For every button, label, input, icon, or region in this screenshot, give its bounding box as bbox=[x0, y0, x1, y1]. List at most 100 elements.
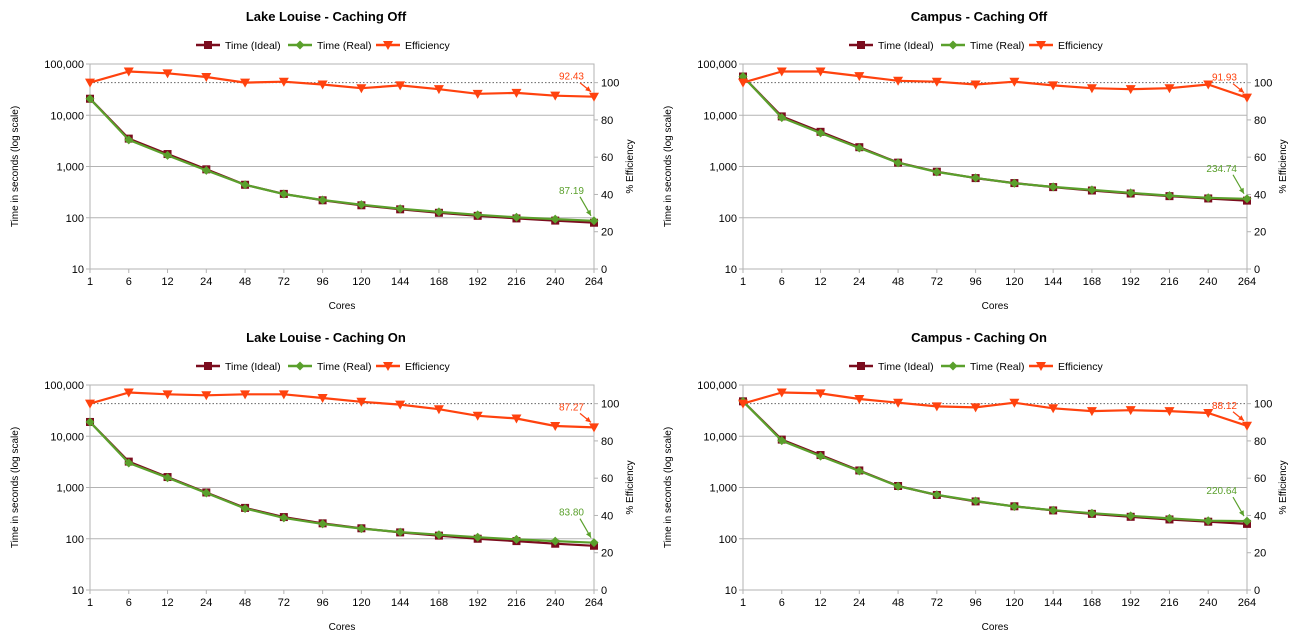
chart4-ytick-label-4: 100,000 bbox=[697, 380, 737, 392]
chart1-series-line-time-real bbox=[89, 97, 595, 222]
chart3-xtick-label-11: 216 bbox=[507, 597, 525, 609]
chart1-xtick-label-10: 192 bbox=[469, 276, 487, 288]
chart4-xtick-label-4: 48 bbox=[892, 597, 904, 609]
chart3-annotation-efficiency: 87.27 bbox=[559, 402, 584, 413]
chart4-point-efficiency-96 bbox=[970, 403, 981, 413]
chart3-y2tick-label-2: 40 bbox=[601, 510, 613, 522]
chart1-point-time-real-72 bbox=[279, 189, 289, 199]
chart3-ytick-label-3: 10,000 bbox=[50, 431, 84, 443]
chart2-y-axis-label: Time in seconds (log scale) bbox=[663, 106, 674, 227]
chart3-legend-label-time-ideal: Time (Ideal) bbox=[225, 361, 281, 373]
chart2-point-time-real-144 bbox=[1048, 182, 1058, 192]
chart3-xtick-label-2: 12 bbox=[161, 597, 173, 609]
chart1-point-time-real-96 bbox=[318, 195, 328, 205]
chart1-xtick-label-12: 240 bbox=[546, 276, 564, 288]
chart3-legend-marker-time-real bbox=[295, 361, 305, 371]
chart4-y2tick-label-0: 0 bbox=[1254, 585, 1260, 597]
chart3-point-time-real-216 bbox=[511, 534, 521, 544]
chart2-point-efficiency-12 bbox=[815, 67, 826, 77]
chart3-xtick-label-7: 120 bbox=[352, 597, 370, 609]
chart4-ytick-label-3: 10,000 bbox=[703, 431, 737, 443]
chart3-ytick-label-0: 10 bbox=[72, 585, 84, 597]
chart1-point-time-real-192 bbox=[473, 210, 483, 220]
chart1-point-efficiency-120 bbox=[356, 84, 367, 94]
chart4-point-efficiency-1 bbox=[738, 399, 748, 409]
chart3-xtick-label-0: 1 bbox=[87, 597, 93, 609]
chart4-xtick-label-8: 144 bbox=[1044, 597, 1062, 609]
chart1-ytick-label-1: 100 bbox=[66, 213, 84, 225]
chart2-point-time-real-264 bbox=[1242, 194, 1252, 204]
chart4-ytick-label-1: 100 bbox=[719, 534, 737, 546]
chart1-point-efficiency-6 bbox=[123, 67, 134, 77]
chart4-point-time-real-192 bbox=[1126, 511, 1136, 521]
chart1-y2tick-label-0: 0 bbox=[601, 264, 607, 276]
chart3-point-efficiency-1 bbox=[85, 399, 95, 409]
chart1-point-time-real-24 bbox=[201, 165, 211, 175]
chart4-y2-axis-label: % Efficiency bbox=[1278, 460, 1289, 514]
chart1-xtick-label-4: 48 bbox=[239, 276, 251, 288]
chart3-legend-label-time-real: Time (Real) bbox=[317, 361, 371, 373]
chart2-legend-label-efficiency: Efficiency bbox=[1058, 40, 1103, 52]
chart2-y2tick-label-1: 20 bbox=[1254, 227, 1266, 239]
chart1-point-efficiency-12 bbox=[162, 69, 173, 79]
chart3-point-time-real-72 bbox=[279, 513, 289, 523]
chart4-xtick-label-1: 6 bbox=[779, 597, 785, 609]
chart3-point-efficiency-168 bbox=[433, 405, 444, 415]
chart4-xtick-label-3: 24 bbox=[853, 597, 865, 609]
chart4-legend-marker-time-real bbox=[948, 361, 958, 371]
chart2-y2tick-label-5: 100 bbox=[1254, 78, 1272, 90]
chart2-legend-marker-time-ideal bbox=[857, 41, 865, 49]
chart-panel-lake-louise-caching-off: Lake Louise - Caching Off Time (Ideal) Tim… bbox=[0, 0, 653, 320]
chart1-annotation-arrowhead-time-real bbox=[586, 209, 591, 216]
chart1-point-time-real-168 bbox=[434, 207, 444, 217]
chart3-legend-marker-efficiency bbox=[383, 362, 393, 371]
chart1-point-efficiency-48 bbox=[240, 78, 251, 88]
chart4-point-time-real-240 bbox=[1203, 516, 1213, 526]
chart2-point-efficiency-168 bbox=[1086, 84, 1097, 94]
chart3-point-time-real-12 bbox=[163, 473, 173, 483]
chart2-point-time-real-168 bbox=[1087, 185, 1097, 195]
chart4-series-line-time-ideal bbox=[742, 400, 1248, 525]
chart1-point-efficiency-216 bbox=[511, 88, 522, 98]
chart2-point-time-real-24 bbox=[854, 143, 864, 153]
chart1-legend-marker-efficiency bbox=[383, 41, 393, 50]
chart4-point-time-real-96 bbox=[971, 496, 981, 506]
chart3-xtick-label-8: 144 bbox=[391, 597, 409, 609]
chart4-ytick-label-2: 1,000 bbox=[709, 483, 737, 495]
chart3-ytick-label-1: 100 bbox=[66, 534, 84, 546]
chart2-title: Campus - Caching Off bbox=[911, 9, 1048, 24]
chart2-point-efficiency-96 bbox=[970, 80, 981, 90]
chart3-ytick-label-4: 100,000 bbox=[44, 380, 84, 392]
chart2-point-time-real-72 bbox=[932, 167, 942, 177]
chart3-xtick-label-9: 168 bbox=[430, 597, 448, 609]
chart1-point-efficiency-72 bbox=[278, 77, 289, 87]
chart-panel-lake-louise-caching-on: Lake Louise - Caching On Time (Ideal) Time… bbox=[0, 321, 653, 641]
chart4-point-time-real-168 bbox=[1087, 508, 1097, 518]
chart1-xtick-label-1: 6 bbox=[126, 276, 132, 288]
chart3-point-efficiency-264 bbox=[589, 423, 599, 433]
chart4-point-efficiency-6 bbox=[776, 388, 787, 398]
chart2-y2tick-label-3: 60 bbox=[1254, 152, 1266, 164]
chart1-ytick-label-0: 10 bbox=[72, 264, 84, 276]
chart2-point-efficiency-1 bbox=[738, 78, 748, 88]
chart2-point-efficiency-240 bbox=[1203, 80, 1214, 90]
chart3-point-time-real-144 bbox=[395, 527, 405, 537]
chart3-xtick-label-4: 48 bbox=[239, 597, 251, 609]
chart4-point-time-real-144 bbox=[1048, 505, 1058, 515]
chart2-point-efficiency-6 bbox=[776, 67, 787, 77]
chart4-point-efficiency-144 bbox=[1048, 404, 1059, 414]
chart4-legend-label-efficiency: Efficiency bbox=[1058, 361, 1103, 373]
chart1-y2tick-label-4: 80 bbox=[601, 115, 613, 127]
chart2-y2tick-label-2: 40 bbox=[1254, 189, 1266, 201]
chart4-point-efficiency-72 bbox=[931, 402, 942, 412]
chart1-annotation-efficiency: 92.43 bbox=[559, 72, 584, 83]
chart3-point-time-real-264 bbox=[589, 538, 599, 548]
chart4-xtick-label-10: 192 bbox=[1122, 597, 1140, 609]
chart1-point-time-real-264 bbox=[589, 216, 599, 226]
chart1-ytick-label-2: 1,000 bbox=[56, 162, 84, 174]
chart2-svg: Campus - Caching Off Time (Ideal) Time (Re… bbox=[663, 9, 1289, 312]
chart4-series-line-efficiency bbox=[742, 391, 1248, 427]
chart4-y2tick-label-3: 60 bbox=[1254, 473, 1266, 485]
chart1-y2tick-label-2: 40 bbox=[601, 189, 613, 201]
